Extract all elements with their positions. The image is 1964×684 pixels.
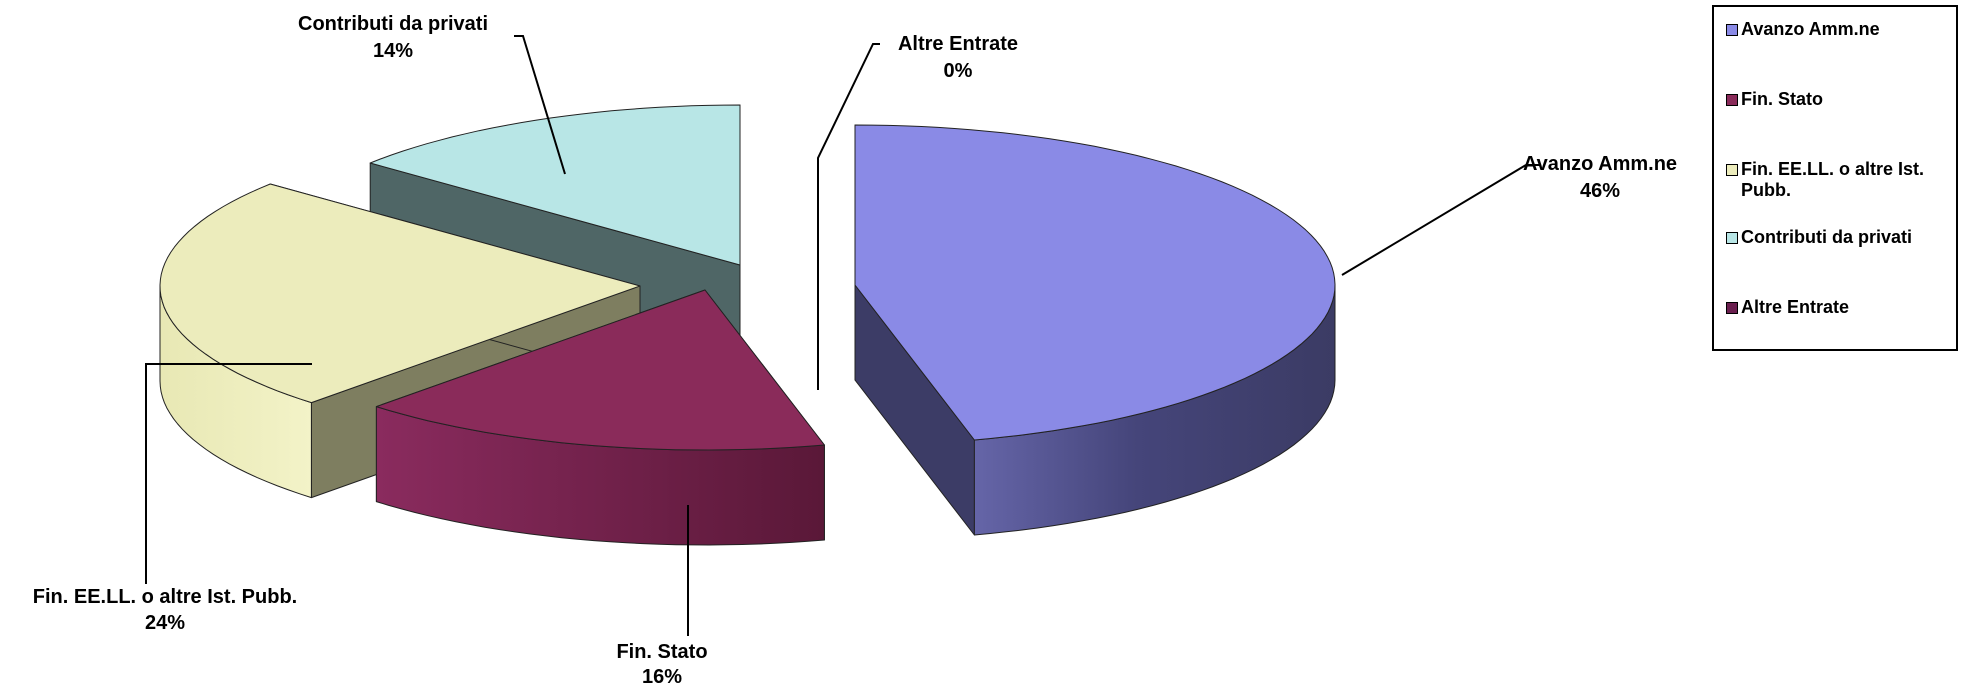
data-value-contributi-da-privati: 14%	[373, 40, 413, 62]
pie-slice-avanzo-amm-ne	[854, 124, 1336, 536]
leader-line-altre-entrate	[817, 43, 880, 298]
data-value-avanzo-amm-ne: 46%	[1580, 180, 1620, 202]
legend-item-altre-entrate: Altre Entrate	[1726, 297, 1954, 318]
legend-label: Altre Entrate	[1741, 297, 1850, 317]
data-value-fin-stato: 16%	[642, 666, 682, 684]
leader-line-fin-ee-ll-o-altre-ist-pubb	[145, 363, 312, 584]
data-label-altre-entrate: Altre Entrate	[898, 33, 1018, 55]
chart-legend: Avanzo Amm.ne Fin. Stato Fin. EE.LL. o alt…	[1712, 5, 1958, 351]
data-label-fin-stato: Fin. Stato	[616, 641, 707, 663]
leader-line-contributi-da-privati	[514, 35, 566, 175]
legend-swatch	[1726, 164, 1738, 176]
legend-swatch	[1726, 24, 1738, 36]
leader-line-avanzo-amm-ne	[1341, 164, 1540, 276]
legend-item-contributi-da-privati: Contributi da privati	[1726, 227, 1954, 248]
legend-label: Avanzo Amm.ne	[1741, 19, 1880, 39]
legend-label: Fin. EE.LL. o altre Ist. Pubb.	[1741, 159, 1925, 200]
data-value-fin-ee-ll-o-altre-ist-pubb: 24%	[145, 612, 185, 634]
legend-label: Fin. Stato	[1741, 89, 1823, 109]
legend-item-fin-stato: Fin. Stato	[1726, 89, 1954, 110]
legend-item-avanzo-amm-ne: Avanzo Amm.ne	[1726, 19, 1954, 40]
legend-swatch	[1726, 94, 1738, 106]
legend-item-fin-ee-ll-o-altre-ist-pubb: Fin. EE.LL. o altre Ist. Pubb.	[1726, 159, 1954, 201]
legend-label: Contributi da privati	[1741, 227, 1912, 247]
pie-slice-fin-stato	[375, 289, 825, 546]
legend-swatch	[1726, 302, 1738, 314]
data-label-avanzo-amm-ne: Avanzo Amm.ne	[1523, 153, 1677, 175]
legend-swatch	[1726, 232, 1738, 244]
data-value-altre-entrate: 0%	[944, 60, 973, 82]
data-label-contributi-da-privati: Contributi da privati	[298, 13, 488, 35]
data-label-fin-ee-ll-o-altre-ist-pubb: Fin. EE.LL. o altre Ist. Pubb.	[33, 586, 297, 608]
